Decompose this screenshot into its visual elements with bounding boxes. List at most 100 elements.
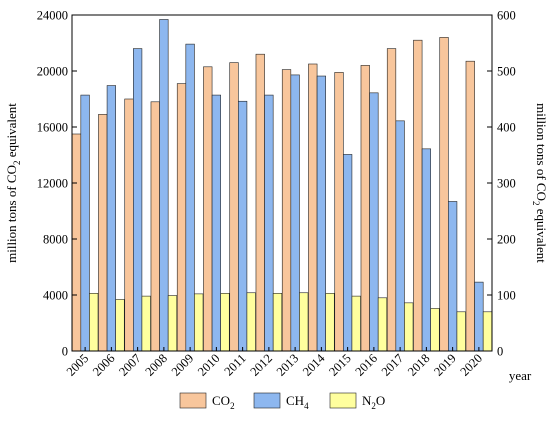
y-left-tick-label: 12000 (37, 177, 68, 191)
bar-ch4-2019 (448, 201, 458, 352)
y-right-title-main: million tons of CO (534, 103, 549, 201)
y-left-tick-label: 20000 (37, 65, 68, 79)
x-tick-label-2020: 2020 (457, 351, 485, 379)
legend-label-main: CO (212, 393, 230, 408)
bar-n2o-2012 (272, 293, 283, 352)
x-tick-label-2007: 2007 (116, 351, 144, 379)
y-right-tick-label: 400 (497, 121, 516, 135)
legend-label-sub: 2 (230, 401, 235, 411)
bar-n2o-2014 (325, 293, 335, 352)
bar-ch4-2013 (290, 74, 300, 352)
bar-n2o-2020 (482, 311, 493, 352)
bar-co2-2005 (71, 133, 82, 352)
bar-co2-2012 (255, 53, 265, 352)
legend-label-tail: O (376, 393, 385, 408)
x-tick-label-2012: 2012 (247, 351, 275, 379)
y-right-tick-label: 200 (497, 233, 516, 247)
bar-co2-2008 (150, 101, 160, 352)
bar-ch4-2018 (421, 148, 431, 352)
y-right-tick-label: 100 (497, 289, 516, 303)
x-tick-label-2016: 2016 (352, 351, 380, 379)
y-left-tick-label: 8000 (43, 233, 68, 247)
bar-co2-2010 (203, 66, 213, 352)
bar-n2o-2010 (220, 293, 230, 352)
bar-ch4-2010 (211, 94, 221, 352)
bar-co2-2011 (229, 62, 239, 352)
bars-group (71, 19, 493, 352)
bar-co2-2015 (334, 72, 344, 352)
bar-n2o-2019 (456, 311, 466, 352)
bar-n2o-2018 (430, 308, 440, 352)
x-tick-label-2014: 2014 (300, 351, 328, 379)
y-right-title-sub: 2 (531, 201, 541, 206)
y-left-tick-label: 4000 (43, 289, 68, 303)
bar-co2-2013 (281, 69, 292, 352)
y-left-tick-label: 16000 (37, 121, 68, 135)
bar-n2o-2008 (167, 295, 178, 352)
x-tick-label-2008: 2008 (142, 351, 170, 379)
bar-co2-2019 (439, 37, 449, 352)
legend-swatch-co2 (179, 392, 207, 409)
bar-co2-2017 (386, 48, 397, 352)
bar-ch4-2009 (185, 43, 195, 352)
x-tick-label-2017: 2017 (379, 351, 407, 379)
bar-ch4-2008 (159, 19, 169, 352)
bar-ch4-2011 (238, 100, 248, 352)
y-left-title-tail: equivalent (4, 103, 19, 161)
legend: CO2 CH4 N2O (179, 392, 385, 411)
x-tick-label-2015: 2015 (326, 351, 354, 379)
legend-label-main: CH (286, 393, 304, 408)
y-left-title-main: million tons of CO (4, 165, 19, 263)
legend-label-n2o: N2O (362, 393, 385, 411)
bar-n2o-2016 (377, 297, 388, 352)
bar-co2-2014 (308, 63, 318, 352)
x-tick-label-2019: 2019 (431, 351, 459, 379)
legend-swatch-ch4 (253, 392, 281, 409)
bar-co2-2018 (413, 39, 423, 352)
bar-n2o-2009 (194, 293, 204, 352)
bar-n2o-2011 (246, 292, 256, 352)
legend-label-sub: 4 (304, 401, 309, 411)
y-left-tick-label: 0 (62, 345, 68, 359)
bar-ch4-2014 (316, 75, 326, 352)
bar-ch4-2006 (106, 85, 116, 352)
bar-ch4-2020 (474, 281, 484, 352)
bar-co2-2007 (124, 98, 134, 352)
bar-n2o-2005 (89, 293, 99, 352)
y-right-title-tail: equivalent (534, 205, 549, 263)
y-right-axis-title: million tons of CO2 equivalent (531, 103, 549, 263)
bar-co2-2009 (176, 83, 187, 352)
legend-label-ch4: CH4 (286, 393, 309, 411)
y-right-tick-label: 0 (497, 345, 503, 359)
x-tick-label-2013: 2013 (274, 351, 302, 379)
x-axis-title: year (509, 368, 532, 383)
bar-n2o-2017 (404, 302, 414, 352)
bar-co2-2006 (98, 114, 108, 352)
bar-ch4-2012 (264, 94, 274, 352)
y-right-tick-label: 600 (497, 9, 516, 23)
legend-label-sub: 2 (371, 401, 376, 411)
axes-group: 0 4000 8000 12000 16000 20000 24000 0 100 200 300 4… (37, 9, 516, 379)
bar-n2o-2007 (141, 295, 151, 352)
bar-co2-2020 (465, 60, 475, 352)
x-tick-label-2011: 2011 (221, 351, 248, 378)
bar-n2o-2015 (351, 295, 361, 352)
legend-label-main: N (362, 393, 372, 408)
x-tick-label-2009: 2009 (169, 351, 197, 379)
x-tick-label-2010: 2010 (195, 351, 223, 379)
y-left-title-sub: 2 (12, 161, 22, 166)
legend-label-co2: CO2 (212, 393, 235, 411)
bar-n2o-2006 (115, 299, 125, 352)
y-right-tick-label: 300 (497, 177, 516, 191)
legend-swatch-n2o (329, 392, 357, 409)
bar-ch4-2015 (343, 154, 353, 352)
bar-co2-2016 (360, 65, 370, 352)
bar-ch4-2016 (369, 92, 379, 352)
x-tick-label-2006: 2006 (90, 351, 118, 379)
y-left-tick-label: 24000 (37, 9, 68, 23)
bar-ch4-2007 (133, 48, 143, 352)
x-tick-label-2018: 2018 (405, 351, 433, 379)
bar-ch4-2017 (395, 120, 405, 352)
